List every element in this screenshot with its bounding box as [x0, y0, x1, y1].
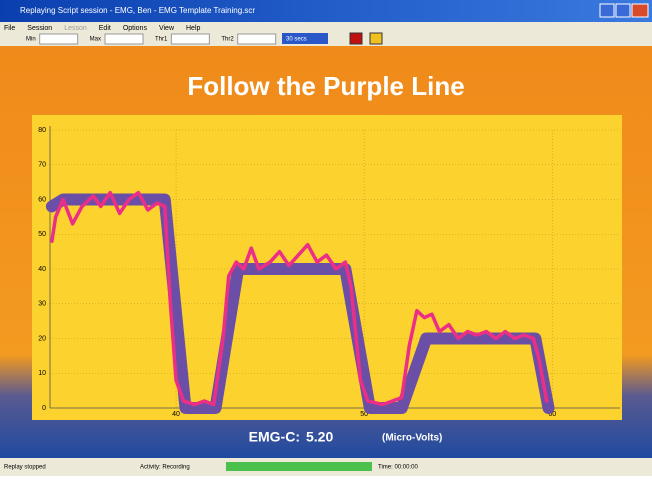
close-button[interactable]	[631, 3, 649, 18]
menu-item[interactable]: Lesson	[64, 25, 87, 32]
y-tick-label: 50	[38, 231, 46, 238]
y-tick-label: 20	[38, 335, 46, 342]
menu-item[interactable]: Session	[27, 25, 52, 32]
chart-title: Follow the Purple Line	[187, 71, 464, 101]
status-text: Time: 00:00:00	[378, 465, 418, 471]
maximize-button[interactable]	[615, 3, 631, 18]
y-tick-label: 40	[38, 266, 46, 273]
y-tick-label: 30	[38, 301, 46, 308]
plot: 0 10 20 30 40 50 60 70 80 40 50 60	[38, 126, 620, 418]
pause-button[interactable]	[369, 32, 383, 45]
y-tick-label: 0	[42, 405, 46, 412]
field-label: Max	[90, 37, 101, 43]
toolbar: Min Max Thr1 Thr2 30 secs	[26, 32, 383, 45]
field-input[interactable]	[39, 33, 79, 45]
field-input[interactable]	[170, 33, 210, 45]
progress-bar	[226, 462, 372, 471]
readout-label: EMG-C:	[249, 429, 300, 445]
readout-unit: (Micro-Volts)	[382, 433, 442, 444]
window-title: Replaying Script session - EMG, Ben - EM…	[20, 6, 255, 15]
readout-value: 5.20	[306, 429, 333, 445]
menu-bar: File Session Lesson Edit Options View Help	[4, 25, 201, 32]
field-label: Thr1	[155, 37, 168, 43]
field-input[interactable]	[237, 33, 277, 45]
x-tick-label: 40	[172, 411, 180, 418]
y-tick-label: 10	[38, 370, 46, 377]
field-label: Thr2	[221, 37, 234, 43]
status-fields: Replay stopped Activity: Recording Time: 0…	[4, 465, 418, 471]
data-line	[45, 193, 555, 414]
dropdown-value: 30 secs	[286, 37, 307, 43]
menu-item[interactable]: View	[159, 25, 175, 32]
x-tick-label: 50	[360, 411, 368, 418]
menu-item[interactable]: Help	[186, 25, 201, 32]
x-tick-label: 60	[548, 411, 556, 418]
title-bar	[0, 0, 652, 22]
field-label: Min	[26, 37, 36, 43]
data-line	[50, 190, 549, 407]
menu-item[interactable]: File	[4, 25, 15, 32]
dropdown[interactable]	[282, 33, 328, 44]
stop-button[interactable]	[349, 32, 363, 45]
minimize-button[interactable]	[599, 3, 615, 18]
field-input[interactable]	[104, 33, 144, 45]
y-tick-label: 80	[38, 127, 46, 134]
status-text: Replay stopped	[4, 465, 46, 471]
y-tick-label: 70	[38, 162, 46, 169]
status-text: Activity: Recording	[140, 465, 190, 471]
menu-item[interactable]: Options	[123, 25, 148, 32]
menu-item[interactable]: Edit	[99, 25, 111, 32]
y-tick-label: 60	[38, 196, 46, 203]
